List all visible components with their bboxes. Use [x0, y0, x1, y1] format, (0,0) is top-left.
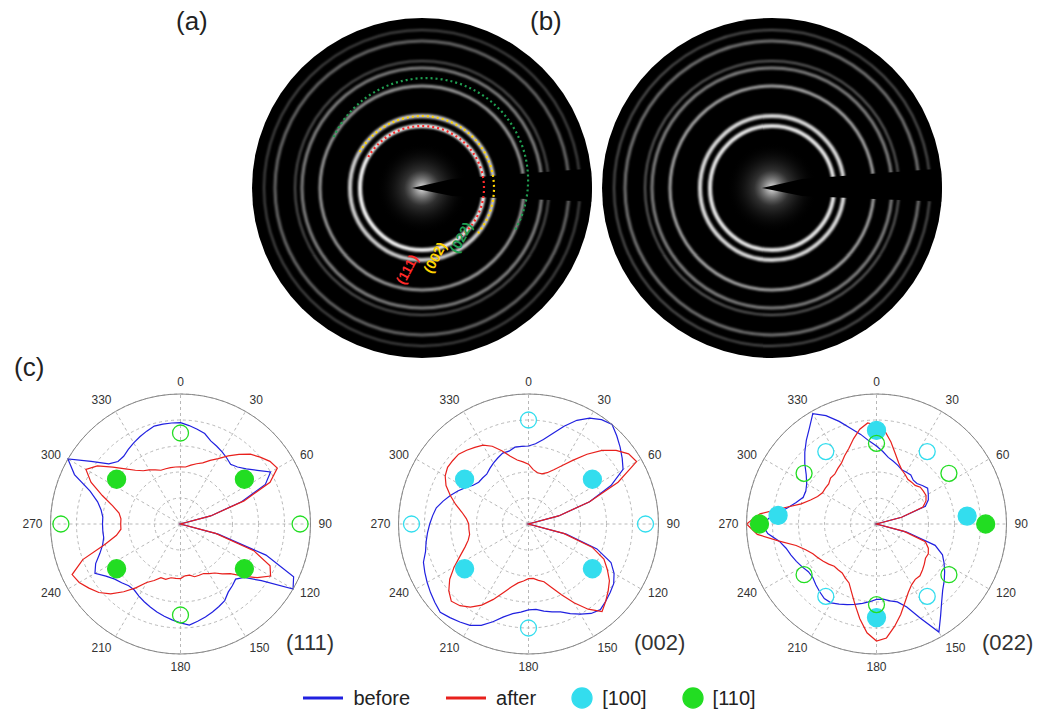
- svg-text:270: 270: [718, 517, 738, 531]
- svg-text:150: 150: [250, 641, 270, 655]
- svg-text:180: 180: [170, 660, 190, 674]
- html-text:(002): (002): [634, 630, 686, 655]
- svg-text:210: 210: [91, 641, 111, 655]
- svg-text:90: 90: [1015, 517, 1029, 531]
- html-text:(022): (022): [982, 630, 1034, 655]
- svg-text:30: 30: [946, 393, 960, 407]
- svg-text:300: 300: [389, 448, 409, 462]
- svg-text:120: 120: [648, 586, 668, 600]
- svg-text:210: 210: [439, 641, 459, 655]
- svg-text:(111): (111): [392, 252, 421, 287]
- svg-text:330: 330: [439, 393, 459, 407]
- svg-text:180: 180: [866, 660, 886, 674]
- html-text:(a): (a): [176, 6, 208, 36]
- svg-text:270: 270: [22, 517, 42, 531]
- svg-text:330: 330: [787, 393, 807, 407]
- svg-text:240: 240: [41, 586, 61, 600]
- svg-text:60: 60: [996, 448, 1010, 462]
- html-text:before: before: [353, 686, 411, 709]
- svg-text:120: 120: [300, 586, 320, 600]
- svg-text:150: 150: [946, 641, 966, 655]
- svg-text:0: 0: [177, 375, 184, 389]
- svg-text:150: 150: [598, 641, 618, 655]
- svg-text:300: 300: [737, 448, 757, 462]
- svg-text:120: 120: [996, 586, 1016, 600]
- svg-text:30: 30: [598, 393, 612, 407]
- svg-text:30: 30: [250, 393, 264, 407]
- svg-text:300: 300: [41, 448, 61, 462]
- svg-text:90: 90: [319, 517, 333, 531]
- svg-text:180: 180: [518, 660, 538, 674]
- svg-text:240: 240: [389, 586, 409, 600]
- html-text:(c): (c): [14, 352, 45, 382]
- svg-text:210: 210: [787, 641, 807, 655]
- svg-text:60: 60: [648, 448, 662, 462]
- html-text:(b): (b): [530, 6, 562, 36]
- svg-text:270: 270: [370, 517, 390, 531]
- svg-text:60: 60: [300, 448, 314, 462]
- svg-text:330: 330: [91, 393, 111, 407]
- svg-text:90: 90: [667, 517, 681, 531]
- svg-text:(022): (022): [446, 219, 475, 255]
- svg-text:0: 0: [873, 375, 880, 389]
- svg-text:240: 240: [737, 586, 757, 600]
- html-text:(111): (111): [286, 630, 335, 655]
- html-text:after: after: [496, 686, 537, 709]
- svg-text:0: 0: [525, 375, 532, 389]
- html-text:[110]: [110]: [712, 686, 756, 709]
- html-text:[100]: [100]: [602, 686, 647, 709]
- svg-text:(002): (002): [420, 239, 449, 275]
